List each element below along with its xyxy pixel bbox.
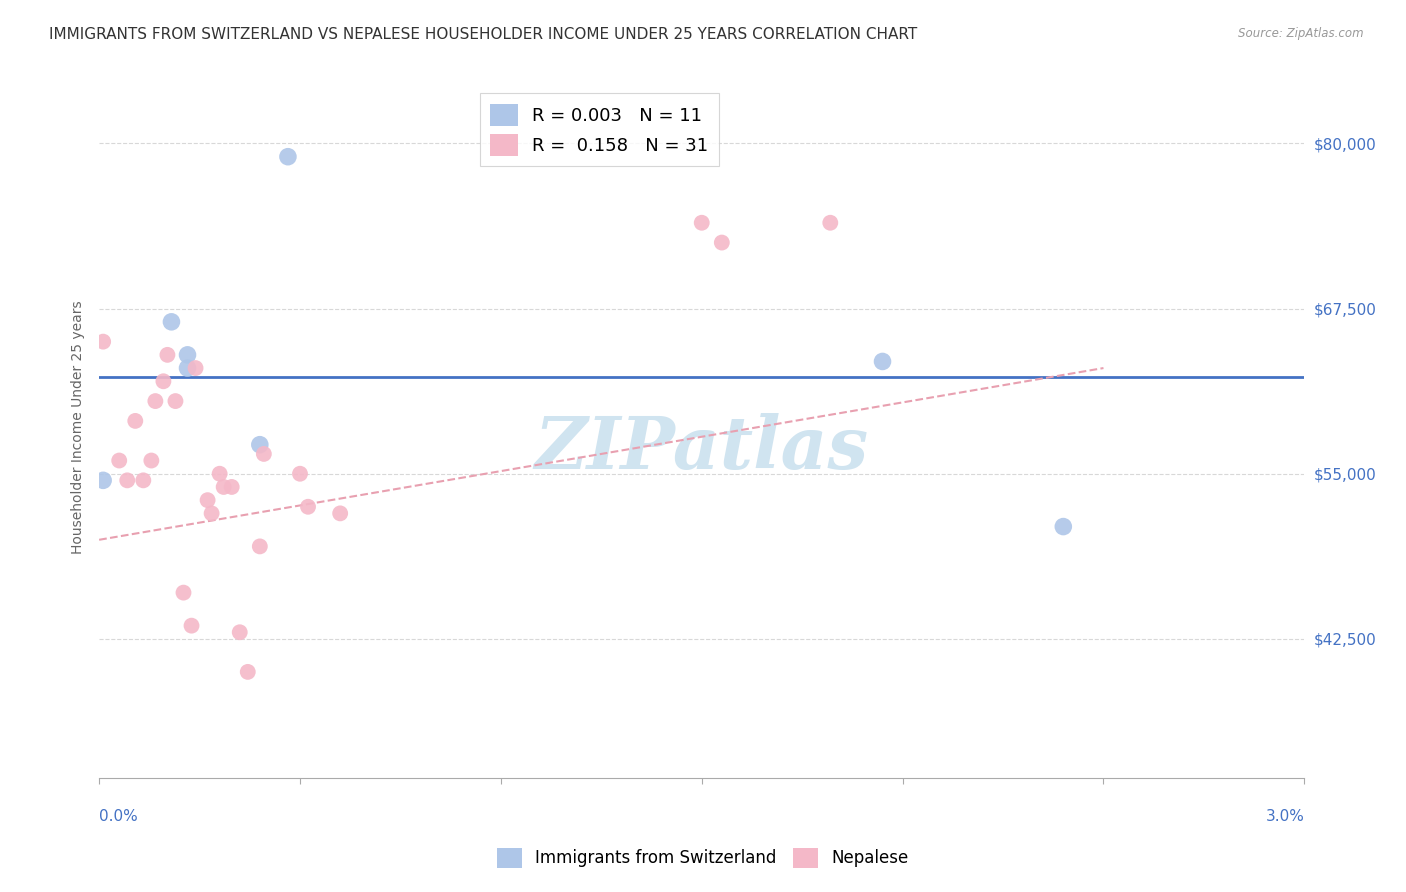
- Y-axis label: Householder Income Under 25 years: Householder Income Under 25 years: [72, 301, 86, 554]
- Text: ZIPatlas: ZIPatlas: [534, 413, 869, 484]
- Point: [229, 625, 252, 640]
- Legend: Immigrants from Switzerland, Nepalese: Immigrants from Switzerland, Nepalese: [491, 841, 915, 875]
- Point: [277, 150, 299, 164]
- Point: [297, 500, 319, 514]
- Text: IMMIGRANTS FROM SWITZERLAND VS NEPALESE HOUSEHOLDER INCOME UNDER 25 YEARS CORREL: IMMIGRANTS FROM SWITZERLAND VS NEPALESE …: [49, 27, 918, 42]
- Point: [173, 585, 195, 599]
- Point: [820, 216, 842, 230]
- Legend: R = 0.003   N = 11, R =  0.158   N = 31: R = 0.003 N = 11, R = 0.158 N = 31: [479, 94, 718, 167]
- Point: [160, 315, 183, 329]
- Point: [208, 467, 231, 481]
- Text: 0.0%: 0.0%: [100, 809, 138, 824]
- Point: [108, 453, 131, 467]
- Point: [710, 235, 733, 250]
- Point: [872, 354, 894, 368]
- Point: [249, 438, 271, 452]
- Point: [690, 216, 713, 230]
- Point: [145, 394, 167, 409]
- Point: [288, 467, 311, 481]
- Point: [141, 453, 163, 467]
- Text: Source: ZipAtlas.com: Source: ZipAtlas.com: [1239, 27, 1364, 40]
- Point: [156, 348, 179, 362]
- Point: [180, 618, 202, 632]
- Point: [221, 480, 243, 494]
- Point: [91, 474, 114, 488]
- Point: [201, 507, 224, 521]
- Point: [253, 447, 276, 461]
- Point: [184, 361, 207, 376]
- Point: [117, 474, 139, 488]
- Text: 3.0%: 3.0%: [1265, 809, 1305, 824]
- Point: [329, 507, 352, 521]
- Point: [197, 493, 219, 508]
- Point: [236, 665, 259, 679]
- Point: [91, 334, 114, 349]
- Point: [176, 361, 198, 376]
- Point: [249, 540, 271, 554]
- Point: [124, 414, 146, 428]
- Point: [1052, 519, 1074, 533]
- Point: [165, 394, 187, 409]
- Point: [176, 348, 198, 362]
- Point: [132, 474, 155, 488]
- Point: [152, 374, 174, 388]
- Point: [212, 480, 235, 494]
